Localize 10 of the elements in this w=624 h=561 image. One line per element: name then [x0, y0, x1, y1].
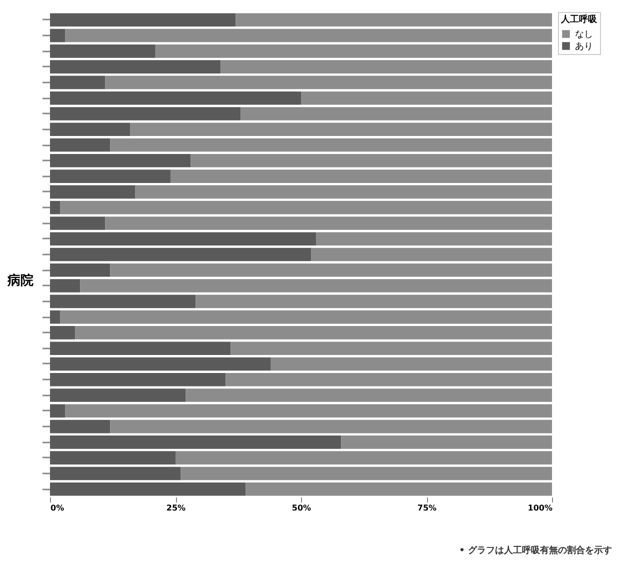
y-axis-title: 病院	[6, 272, 34, 288]
legend-title: 人工呼吸	[560, 14, 598, 25]
x-tick-label: 50%	[292, 504, 312, 512]
text: • グラフは人工呼吸有無の割合を示す	[459, 545, 612, 556]
x-tick-label: 25%	[166, 504, 186, 512]
x-tick-label: 75%	[417, 504, 437, 512]
legend-label: あり	[575, 42, 593, 52]
x-tick-label: 100%	[528, 504, 552, 512]
legend-label: なし	[575, 30, 593, 40]
x-tick-label: 0%	[50, 504, 64, 512]
